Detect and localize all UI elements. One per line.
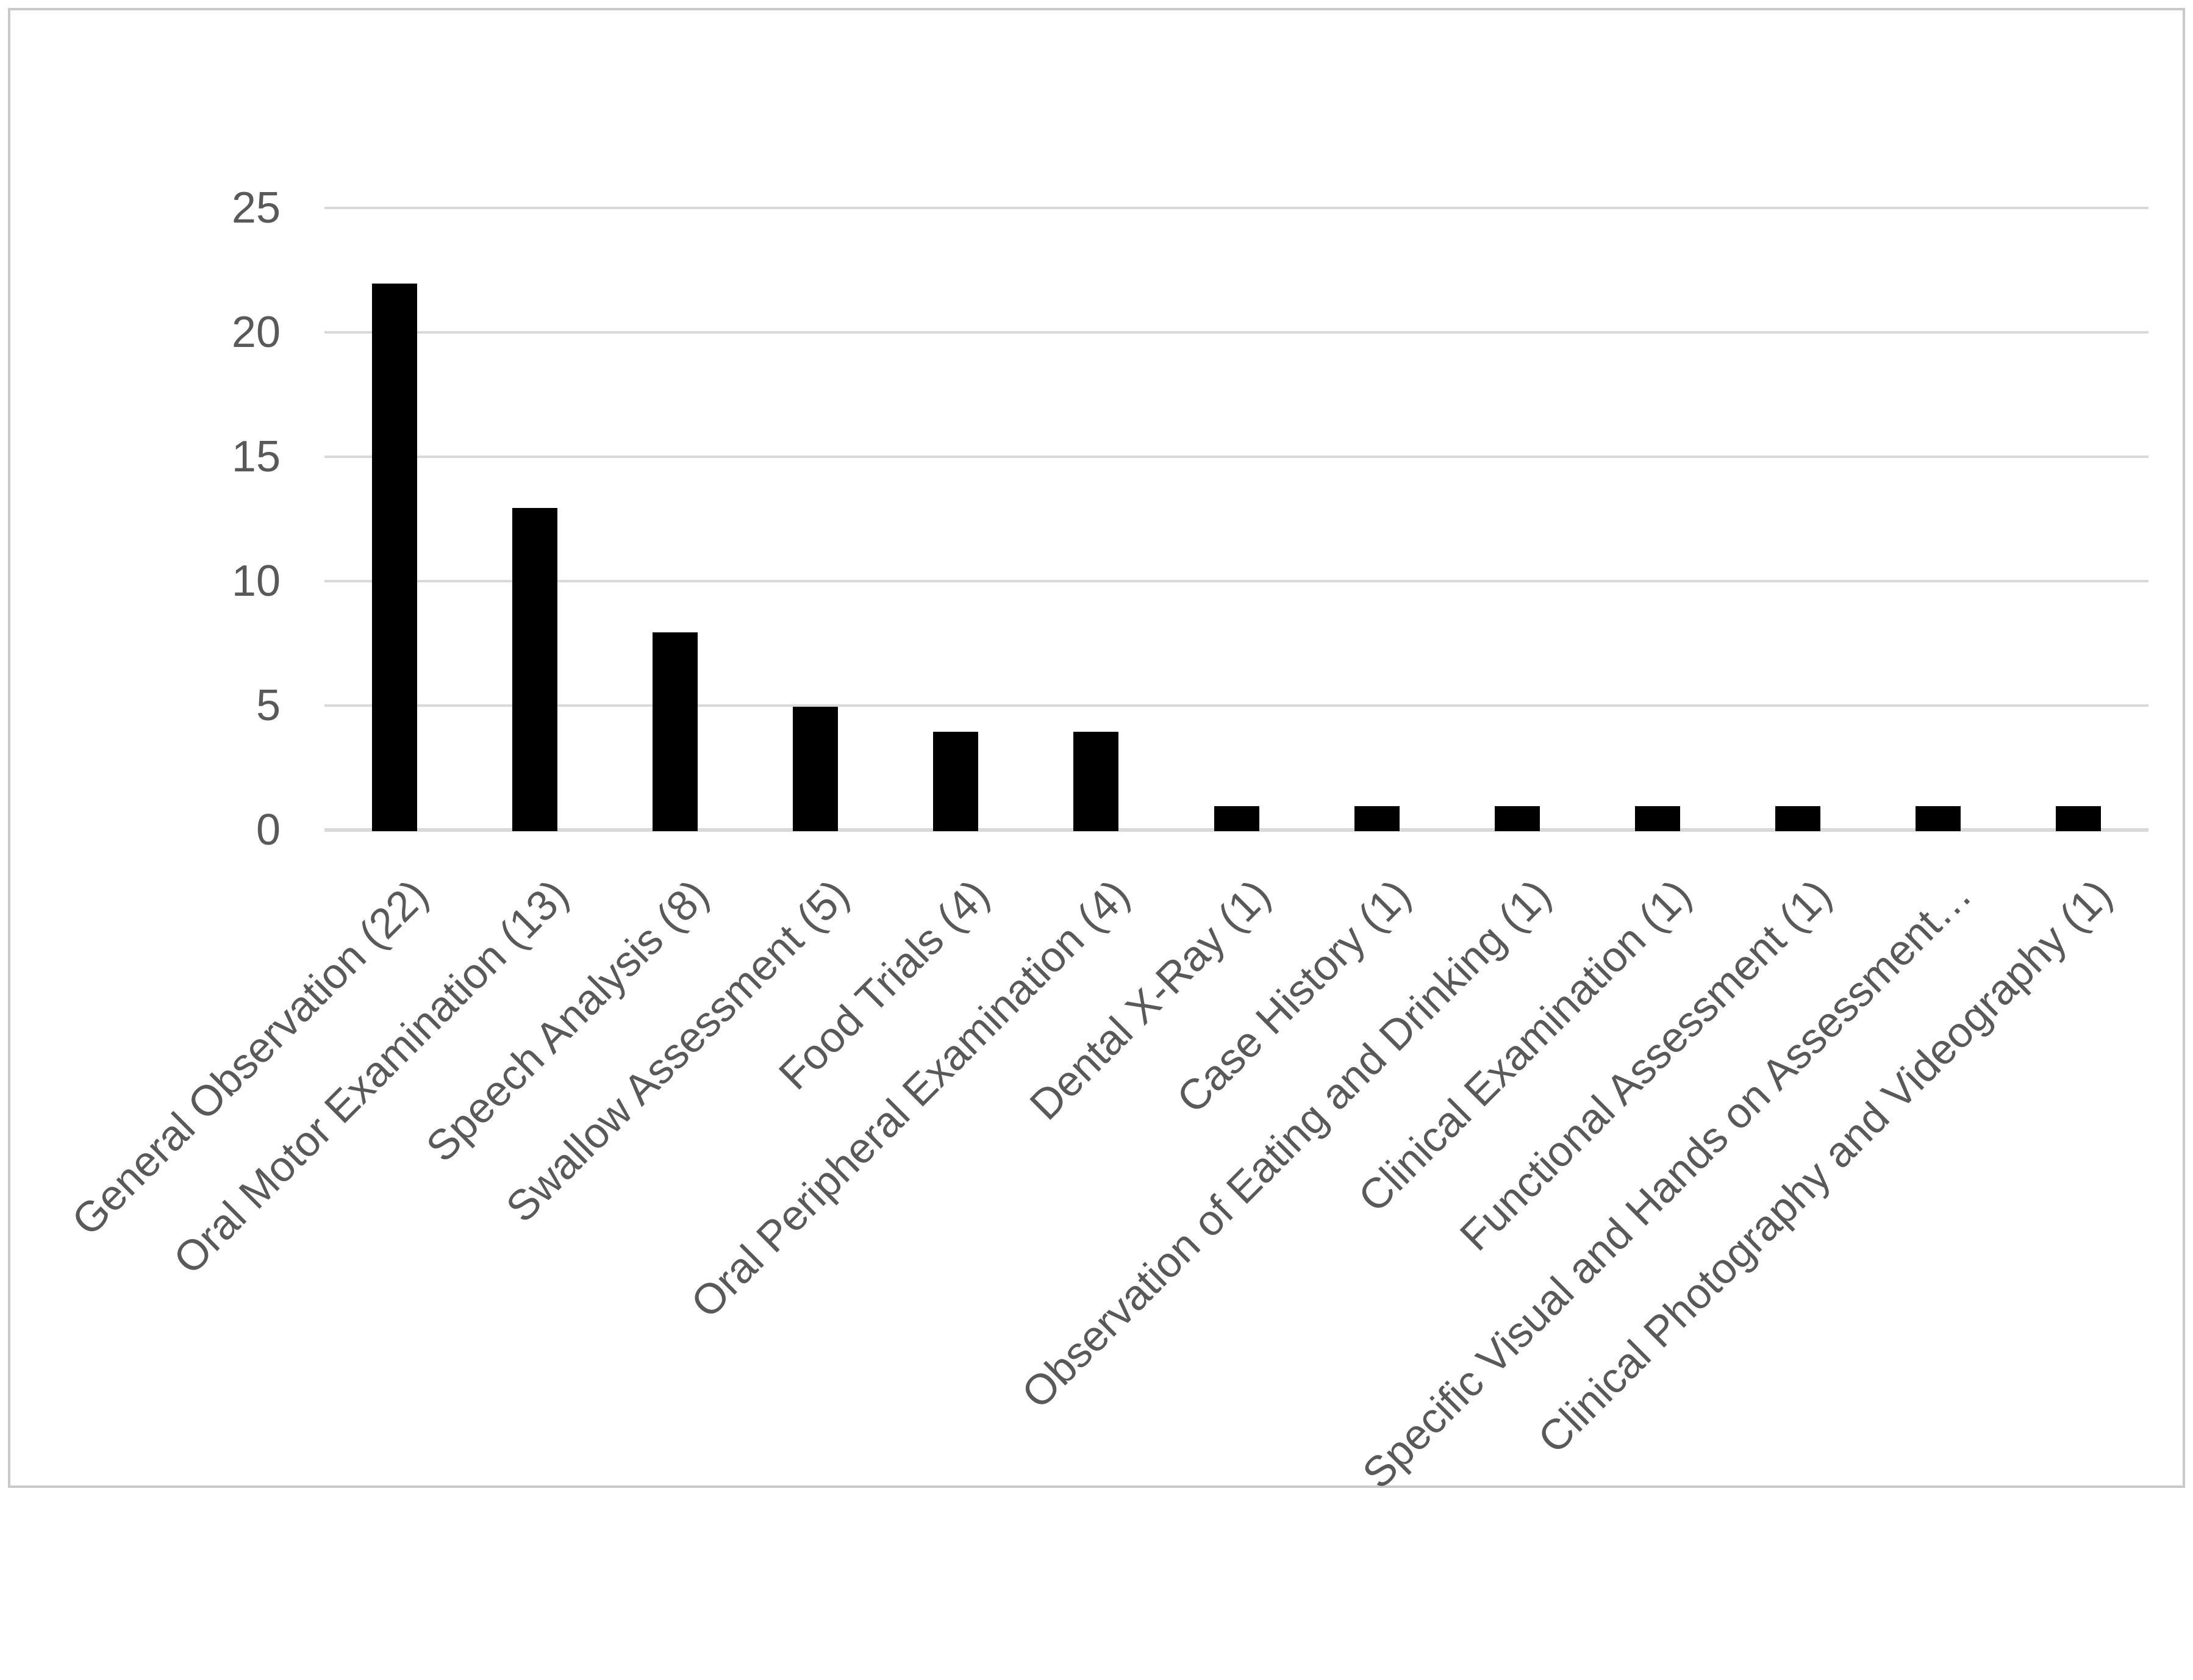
bar-2 <box>512 507 558 831</box>
gridline-y10 <box>324 580 2148 582</box>
bar-7 <box>1214 806 1259 831</box>
gridline-y20 <box>324 331 2148 334</box>
bar-6 <box>1073 731 1119 831</box>
y-tick-label-5: 5 <box>256 681 281 730</box>
bar-10 <box>1634 806 1680 831</box>
bar-9 <box>1494 806 1540 831</box>
gridline-y5 <box>324 704 2148 707</box>
y-tick-label-25: 25 <box>231 184 281 232</box>
bar-4 <box>793 707 839 831</box>
bar-13 <box>2055 806 2101 831</box>
bar-3 <box>653 632 698 831</box>
bar-11 <box>1775 806 1820 831</box>
x-tick-label-1: General Observation (22) <box>62 870 437 1245</box>
gridline-y25 <box>324 207 2148 209</box>
plot-area: 0 5 10 15 20 25 General Observation (22) Oral M… <box>63 184 2148 1498</box>
bar-1 <box>372 284 418 831</box>
y-tick-label-10: 10 <box>231 557 281 606</box>
bar-12 <box>1915 806 1961 831</box>
y-tick-label-20: 20 <box>231 308 281 357</box>
gridline-y15 <box>324 456 2148 458</box>
y-tick-label-0: 0 <box>256 806 281 854</box>
y-tick-label-15: 15 <box>231 432 281 481</box>
bar-8 <box>1354 806 1400 831</box>
bar-5 <box>933 731 979 831</box>
